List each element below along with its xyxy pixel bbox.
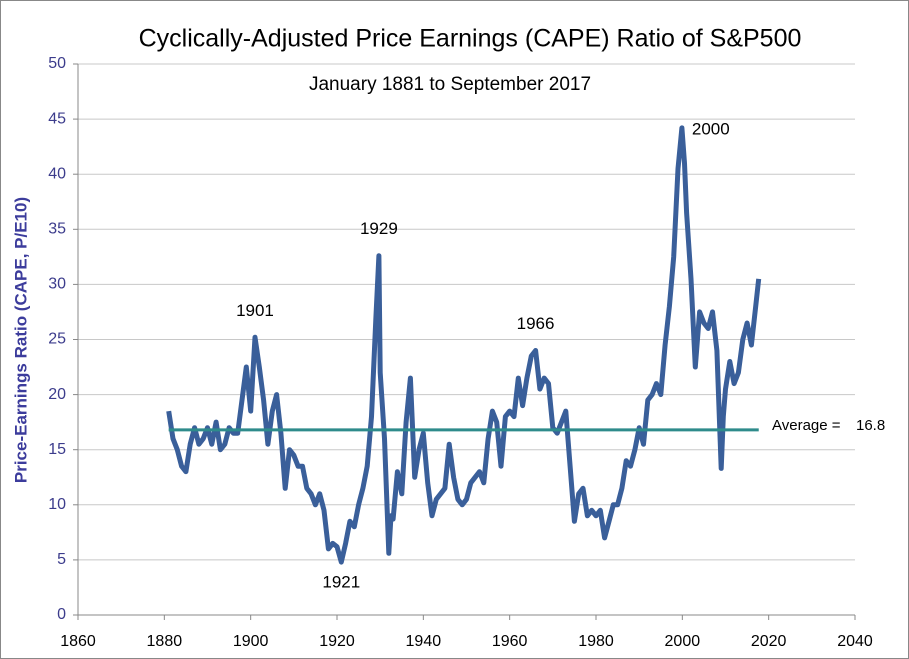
y-tick-label: 15 — [48, 441, 66, 458]
annotation: 1901 — [236, 301, 274, 320]
data-line — [166, 125, 762, 565]
x-tick-label: 1940 — [406, 633, 442, 650]
y-tick-label: 10 — [48, 496, 66, 513]
x-tick-label: 1880 — [147, 633, 183, 650]
average-value: 16.8 — [856, 417, 885, 434]
x-tick-label: 2040 — [837, 633, 873, 650]
y-tick-label: 45 — [48, 110, 66, 127]
y-tick-label: 30 — [48, 276, 66, 293]
annotation: 1921 — [322, 573, 360, 592]
y-tick-label: 20 — [48, 386, 66, 403]
x-tick-label: 2020 — [751, 633, 787, 650]
annotation: 1929 — [360, 219, 398, 238]
chart-subtitle: January 1881 to September 2017 — [309, 74, 591, 95]
y-tick-label: 5 — [57, 551, 66, 568]
x-tick-label: 1920 — [319, 633, 355, 650]
y-tick-label: 0 — [57, 606, 66, 623]
x-tick-label: 1960 — [492, 633, 528, 650]
x-tick-label: 1900 — [233, 633, 269, 650]
x-tick-label: 1860 — [60, 633, 96, 650]
annotation: 1966 — [517, 314, 555, 333]
y-tick-label: 40 — [48, 165, 66, 182]
annotation: 2000 — [692, 119, 730, 138]
average-label: Average = — [772, 417, 841, 434]
x-tick-label: 1980 — [578, 633, 614, 650]
y-tick-label: 50 — [48, 55, 66, 72]
chart-title: Cyclically-Adjusted Price Earnings (CAPE… — [139, 25, 802, 53]
y-axis-label: Price-Earnings Ratio (CAPE, P/E10) — [11, 197, 30, 483]
x-tick-label: 2000 — [665, 633, 701, 650]
y-tick-label: 25 — [48, 331, 66, 348]
y-tick-label: 35 — [48, 221, 66, 238]
